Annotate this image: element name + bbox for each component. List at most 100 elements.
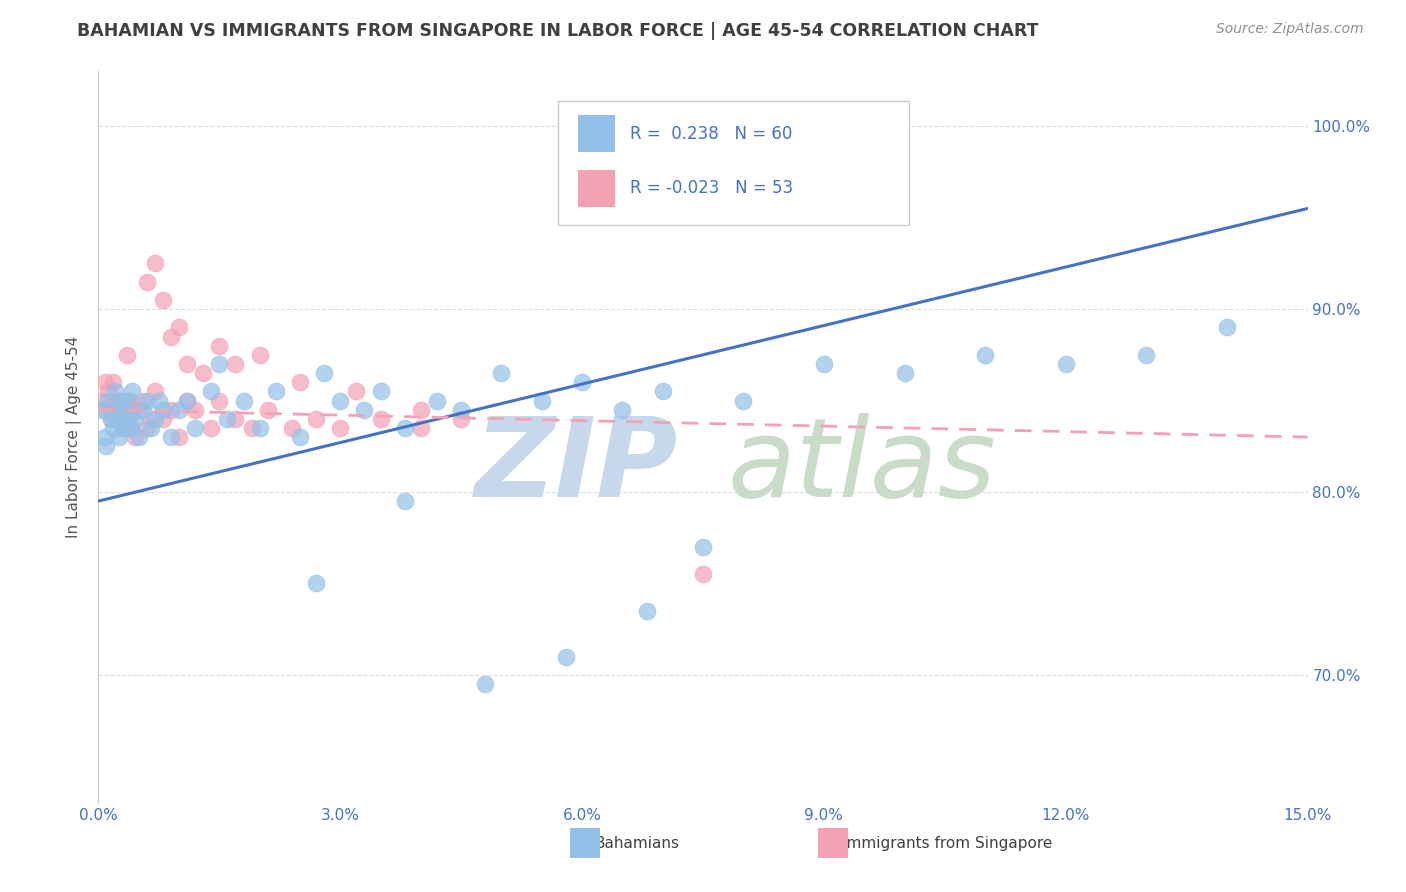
- Point: [160, 402, 183, 417]
- Point: [208, 339, 231, 353]
- Point: [193, 366, 215, 380]
- Text: R = -0.023   N = 53: R = -0.023 N = 53: [630, 179, 793, 197]
- Point: [135, 421, 157, 435]
- Point: [733, 393, 755, 408]
- Point: [426, 393, 449, 408]
- Point: [200, 384, 222, 399]
- Point: [143, 412, 166, 426]
- Point: [128, 430, 150, 444]
- Point: [120, 421, 142, 435]
- Point: [110, 402, 132, 417]
- Text: ZIP: ZIP: [475, 413, 679, 520]
- Point: [167, 402, 190, 417]
- Point: [1135, 348, 1157, 362]
- Point: [249, 421, 271, 435]
- Text: BAHAMIAN VS IMMIGRANTS FROM SINGAPORE IN LABOR FORCE | AGE 45-54 CORRELATION CHA: BAHAMIAN VS IMMIGRANTS FROM SINGAPORE IN…: [77, 22, 1039, 40]
- Point: [101, 376, 124, 390]
- Point: [97, 393, 120, 408]
- Point: [491, 366, 513, 380]
- Text: Immigrants from Singapore: Immigrants from Singapore: [842, 836, 1053, 851]
- Point: [692, 540, 714, 554]
- Point: [143, 256, 166, 270]
- Point: [450, 412, 472, 426]
- Point: [118, 421, 141, 435]
- Point: [152, 293, 174, 307]
- Point: [143, 384, 166, 399]
- Point: [288, 376, 311, 390]
- Point: [314, 366, 336, 380]
- Point: [132, 393, 155, 408]
- Point: [167, 320, 190, 334]
- Point: [176, 393, 198, 408]
- Point: [394, 494, 416, 508]
- Point: [97, 384, 120, 399]
- Point: [474, 677, 496, 691]
- Point: [571, 376, 593, 390]
- Point: [100, 412, 122, 426]
- Point: [184, 402, 207, 417]
- Point: [96, 439, 118, 453]
- Point: [91, 402, 114, 417]
- Bar: [578, 170, 614, 207]
- Point: [94, 430, 117, 444]
- Point: [91, 393, 114, 408]
- Point: [344, 384, 367, 399]
- Point: [232, 393, 254, 408]
- Point: [120, 393, 142, 408]
- Point: [112, 393, 135, 408]
- Point: [555, 649, 578, 664]
- Point: [176, 393, 198, 408]
- Point: [111, 421, 134, 435]
- Point: [135, 393, 157, 408]
- Point: [107, 393, 129, 408]
- Point: [249, 348, 271, 362]
- Point: [176, 357, 198, 371]
- Point: [329, 393, 352, 408]
- Point: [128, 402, 150, 417]
- Point: [288, 430, 311, 444]
- Point: [353, 402, 375, 417]
- Point: [370, 384, 392, 399]
- Y-axis label: In Labor Force | Age 45-54: In Labor Force | Age 45-54: [66, 336, 83, 538]
- Point: [329, 421, 352, 435]
- Point: [139, 421, 162, 435]
- Point: [96, 402, 118, 417]
- Point: [101, 421, 124, 435]
- Point: [105, 402, 128, 417]
- Point: [305, 412, 328, 426]
- Point: [208, 357, 231, 371]
- Point: [893, 366, 915, 380]
- Point: [110, 393, 132, 408]
- Point: [105, 412, 128, 426]
- Point: [217, 412, 239, 426]
- Point: [139, 412, 162, 426]
- Point: [636, 604, 658, 618]
- Point: [256, 402, 278, 417]
- Point: [115, 393, 138, 408]
- Point: [370, 412, 392, 426]
- Point: [224, 357, 246, 371]
- Point: [813, 357, 835, 371]
- Point: [152, 402, 174, 417]
- Point: [184, 421, 207, 435]
- Point: [94, 376, 117, 390]
- FancyBboxPatch shape: [558, 101, 908, 225]
- Point: [121, 384, 143, 399]
- Point: [450, 402, 472, 417]
- Point: [115, 348, 138, 362]
- Point: [160, 329, 183, 343]
- Point: [112, 421, 135, 435]
- Point: [115, 412, 138, 426]
- Point: [135, 275, 157, 289]
- Point: [224, 412, 246, 426]
- Point: [974, 348, 997, 362]
- Point: [409, 402, 432, 417]
- Point: [200, 421, 222, 435]
- Point: [107, 430, 129, 444]
- Point: [651, 384, 673, 399]
- Point: [208, 393, 231, 408]
- Point: [167, 430, 190, 444]
- Point: [409, 421, 432, 435]
- Point: [121, 402, 143, 417]
- Point: [160, 430, 183, 444]
